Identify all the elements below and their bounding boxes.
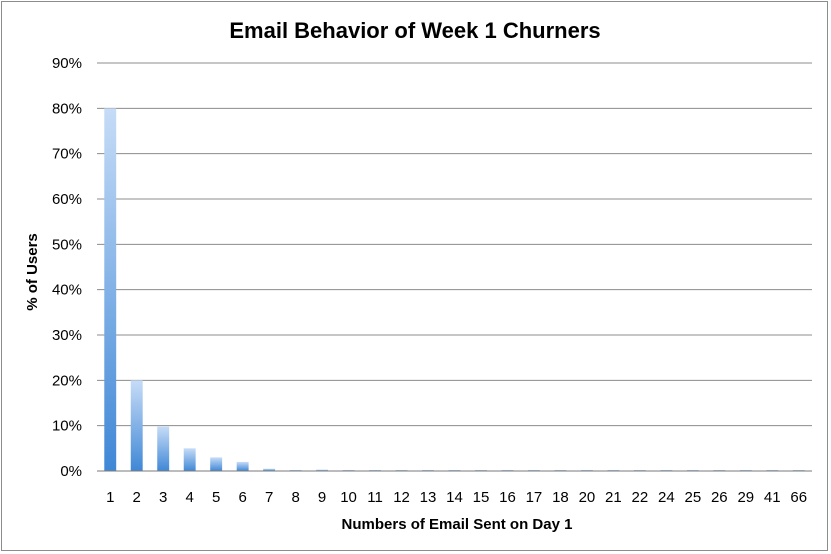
- x-tick-label: 29: [737, 489, 754, 506]
- x-tick-label: 25: [684, 489, 701, 506]
- x-axis-ticks: 1 2 3 4 5 6 7 8 9 10 11 12 13 14 15 16 17 18 20 21 22 24 25 26 2…: [106, 489, 807, 506]
- x-tick-label: 18: [552, 489, 569, 506]
- y-tick-label: 80%: [52, 100, 82, 117]
- x-tick-label: 17: [526, 489, 543, 506]
- y-tick-label: 40%: [52, 282, 82, 299]
- x-tick-label: 11: [367, 489, 383, 506]
- y-tick-label: 70%: [52, 146, 82, 163]
- bar-4: [183, 448, 196, 471]
- bar-3: [157, 426, 170, 471]
- x-tick-label: 66: [790, 489, 807, 506]
- y-tick-label: 50%: [52, 236, 82, 253]
- bar-6: [236, 461, 249, 471]
- x-tick-label: 2: [133, 489, 141, 506]
- bar-1: [104, 108, 117, 471]
- x-axis-label: Numbers of Email Sent on Day 1: [342, 516, 573, 533]
- bar-2: [130, 380, 143, 471]
- y-tick-label: 60%: [52, 191, 82, 208]
- x-tick-label: 1: [106, 489, 114, 506]
- x-tick-label: 26: [711, 489, 728, 506]
- y-axis-label: % of Users: [24, 233, 41, 311]
- x-tick-label: 6: [238, 489, 246, 506]
- x-tick-label: 22: [632, 489, 649, 506]
- y-axis-ticks: 0% 10% 20% 30% 40% 50% 60% 70% 80% 90%: [52, 55, 82, 480]
- x-tick-label: 12: [393, 489, 410, 506]
- x-tick-label: 41: [764, 489, 781, 506]
- y-tick-label: 0%: [60, 463, 82, 480]
- bar-7: [263, 468, 276, 471]
- bar-5: [210, 457, 223, 471]
- x-tick-label: 9: [318, 489, 326, 506]
- x-tick-label: 13: [420, 489, 437, 506]
- y-tick-label: 10%: [52, 418, 82, 435]
- x-tick-label: 8: [291, 489, 299, 506]
- chart-title: Email Behavior of Week 1 Churners: [229, 18, 600, 43]
- x-tick-label: 20: [579, 489, 596, 506]
- y-tick-label: 90%: [52, 55, 82, 72]
- x-tick-label: 7: [265, 489, 273, 506]
- x-tick-label: 5: [212, 489, 220, 506]
- y-tick-label: 20%: [52, 372, 82, 389]
- x-tick-label: 15: [473, 489, 490, 506]
- x-tick-label: 3: [159, 489, 167, 506]
- x-tick-label: 24: [658, 489, 675, 506]
- y-tick-label: 30%: [52, 327, 82, 344]
- x-tick-label: 16: [499, 489, 516, 506]
- gridlines: [97, 62, 812, 427]
- x-tick-label: 4: [186, 489, 194, 506]
- bar-9: [316, 469, 329, 471]
- x-tick-label: 21: [605, 489, 622, 506]
- x-tick-label: 10: [340, 489, 357, 506]
- x-tick-label: 14: [446, 489, 463, 506]
